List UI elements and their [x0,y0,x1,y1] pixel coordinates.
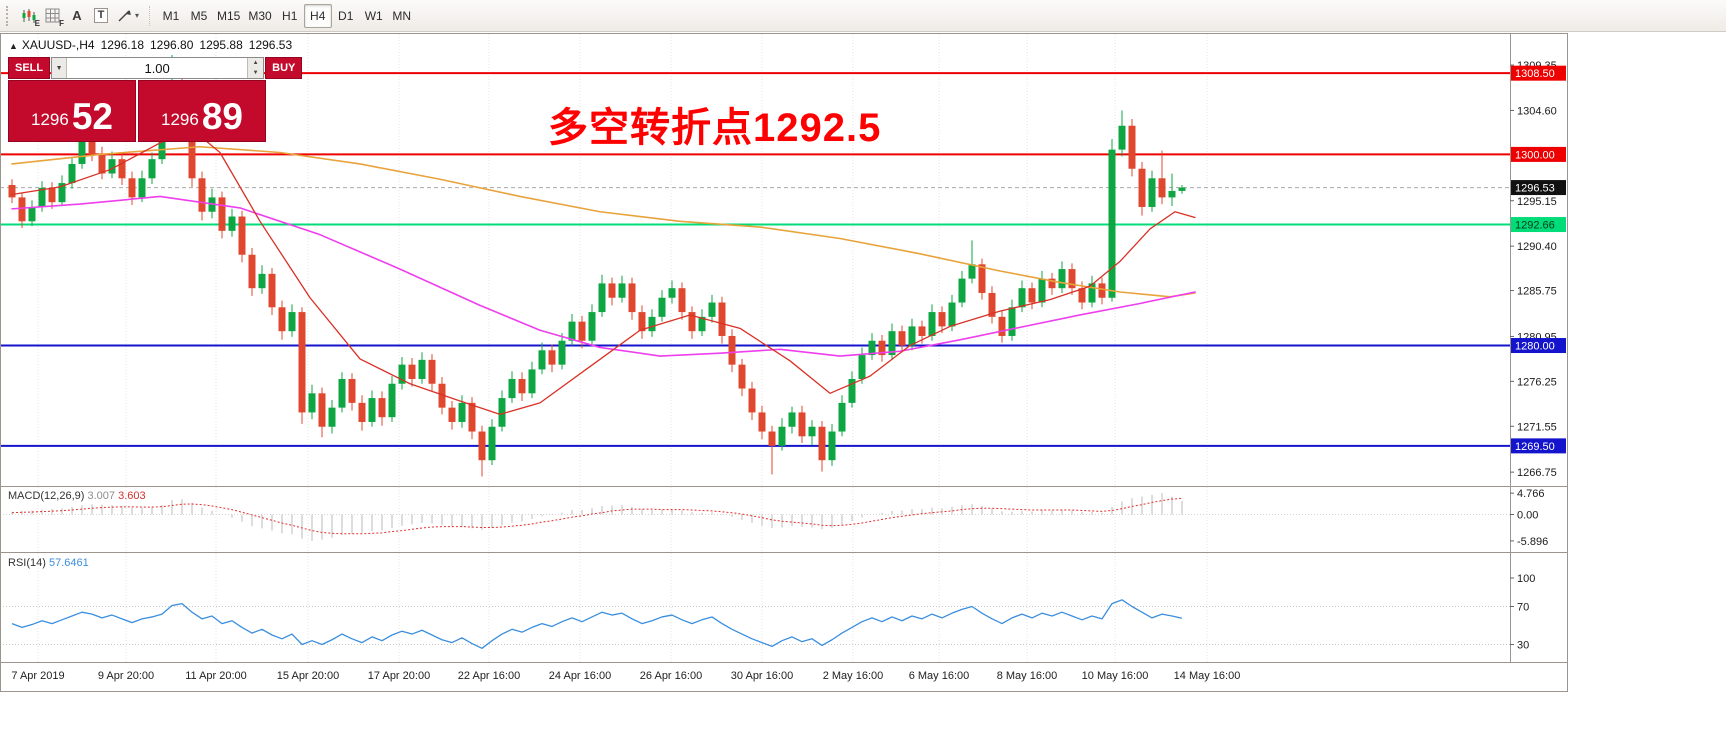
svg-text:22 Apr 16:00: 22 Apr 16:00 [458,670,520,682]
tool-f-label: F [59,18,64,28]
letter-a-icon: A [72,8,82,23]
one-click-trading-panel: SELL ▼ ▲ ▼ BUY 1296 52 1296 89 [8,57,303,142]
tool-e-label: E [34,18,40,28]
svg-text:70: 70 [1517,602,1529,614]
svg-text:9 Apr 20:00: 9 Apr 20:00 [98,670,154,682]
price-axis: 1309.351304.601295.151290.401285.751280.… [1510,60,1566,652]
candlestick-chart-icon [22,8,36,23]
svg-text:2 May 16:00: 2 May 16:00 [823,670,884,682]
volume-increase-button[interactable]: ▲ [248,58,264,68]
svg-text:1296.53: 1296.53 [1515,183,1555,195]
high-value: 1296.80 [150,38,194,52]
buy-price-button[interactable]: 1296 89 [138,80,266,142]
chart-text-annotation: 多空转折点1292.5 [548,106,882,150]
svg-text:0.00: 0.00 [1517,510,1538,522]
timeframe-button-d1[interactable]: D1 [332,4,360,28]
time-axis: 7 Apr 2019 9 Apr 20:00 11 Apr 20:00 15 Apr … [11,670,1240,682]
main-toolbar: E F A T ▾ M1 M5 M15 M30 H1 H4 D1 W1 MN [0,0,1726,32]
svg-text:7 Apr 2019: 7 Apr 2019 [11,670,64,682]
chart-ohlc-header: ▲ XAUUSD-,H4 1296.18 1296.80 1295.88 1296.53 [9,38,298,52]
moving-average-lines [11,126,1196,415]
timeframe-button-w1[interactable]: W1 [360,4,388,28]
svg-text:4.766: 4.766 [1517,488,1545,500]
svg-text:11 Apr 20:00: 11 Apr 20:00 [185,670,247,682]
text-tool-button[interactable]: T [89,4,113,28]
svg-text:1280.00: 1280.00 [1515,341,1555,353]
timeframe-button-h4[interactable]: H4 [303,3,332,28]
volume-decrease-button[interactable]: ▼ [248,68,264,78]
volume-dropdown-button[interactable]: ▼ [52,58,68,78]
toolbar-separator [149,5,151,26]
timeframe-button-m5[interactable]: M5 [185,4,213,28]
svg-text:-5.896: -5.896 [1517,536,1548,548]
volume-steppers: ▲ ▼ [247,58,264,78]
chart-tool-icon-e[interactable]: E [17,4,41,28]
svg-text:17 Apr 20:00: 17 Apr 20:00 [368,670,430,682]
collapse-panel-icon[interactable]: ▲ [9,41,18,51]
svg-text:6 May 16:00: 6 May 16:00 [909,670,970,682]
sell-button[interactable]: SELL [8,57,51,79]
svg-text:30 Apr 16:00: 30 Apr 16:00 [731,670,793,682]
low-value: 1295.88 [199,38,243,52]
timeframe-button-m15[interactable]: M15 [213,4,244,28]
svg-text:1266.75: 1266.75 [1517,467,1557,479]
svg-text:24 Apr 16:00: 24 Apr 16:00 [549,670,611,682]
sell-price-pips: 52 [71,95,113,137]
svg-text:1285.75: 1285.75 [1517,286,1557,298]
svg-text:100: 100 [1517,573,1535,585]
svg-text:1300.00: 1300.00 [1515,149,1555,161]
svg-text:1295.15: 1295.15 [1517,196,1557,208]
chart-tool-icon-f[interactable]: F [41,4,65,28]
sell-price-button[interactable]: 1296 52 [8,80,136,142]
svg-text:8 May 16:00: 8 May 16:00 [997,670,1058,682]
macd-indicator-panel: MACD(12,26,9) 3.007 3.603 [0,490,1510,541]
svg-text:1292.66: 1292.66 [1515,220,1555,232]
svg-text:1271.55: 1271.55 [1517,421,1557,433]
rsi-indicator-panel: RSI(14) 57.6461 [0,557,1510,649]
svg-text:26 Apr 16:00: 26 Apr 16:00 [640,670,702,682]
letter-t-icon: T [93,8,109,23]
open-value: 1296.18 [100,38,144,52]
buy-price-pips: 89 [201,95,243,137]
panel-separators [0,33,1568,692]
volume-spinner: ▼ ▲ ▼ [51,57,265,79]
drawing-tools-button[interactable]: ▾ [113,4,143,28]
text-label-tool-button[interactable]: A [65,4,89,28]
horizontal-level-lines [0,72,1510,447]
buy-price-major: 1296 [161,110,199,129]
timeframe-button-m1[interactable]: M1 [157,4,185,28]
toolbar-drag-handle[interactable] [6,5,12,26]
timeframe-button-m30[interactable]: M30 [244,4,275,28]
svg-text:MACD(12,26,9) 3.007 3.603: MACD(12,26,9) 3.007 3.603 [8,490,146,502]
svg-text:10 May 16:00: 10 May 16:00 [1082,670,1149,682]
svg-text:1269.50: 1269.50 [1515,441,1555,453]
svg-text:15 Apr 20:00: 15 Apr 20:00 [277,670,339,682]
svg-text:1308.50: 1308.50 [1515,68,1555,80]
arrow-tool-icon [118,9,131,21]
svg-text:1276.25: 1276.25 [1517,376,1557,388]
svg-text:14 May 16:00: 14 May 16:00 [1174,670,1241,682]
svg-text:1304.60: 1304.60 [1517,105,1557,117]
symbol-label: XAUUSD-,H4 [21,38,95,52]
volume-input[interactable] [67,58,248,78]
sell-price-major: 1296 [31,110,69,129]
buy-button[interactable]: BUY [265,57,303,79]
svg-text:30: 30 [1517,640,1529,652]
timeframe-button-h1[interactable]: H1 [276,4,304,28]
grid-icon [45,8,60,22]
svg-text:RSI(14) 57.6461: RSI(14) 57.6461 [8,557,89,569]
chevron-down-icon: ▾ [135,11,140,20]
close-value: 1296.53 [248,38,293,52]
svg-text:1290.40: 1290.40 [1517,241,1557,253]
timeframe-button-mn[interactable]: MN [388,4,416,28]
